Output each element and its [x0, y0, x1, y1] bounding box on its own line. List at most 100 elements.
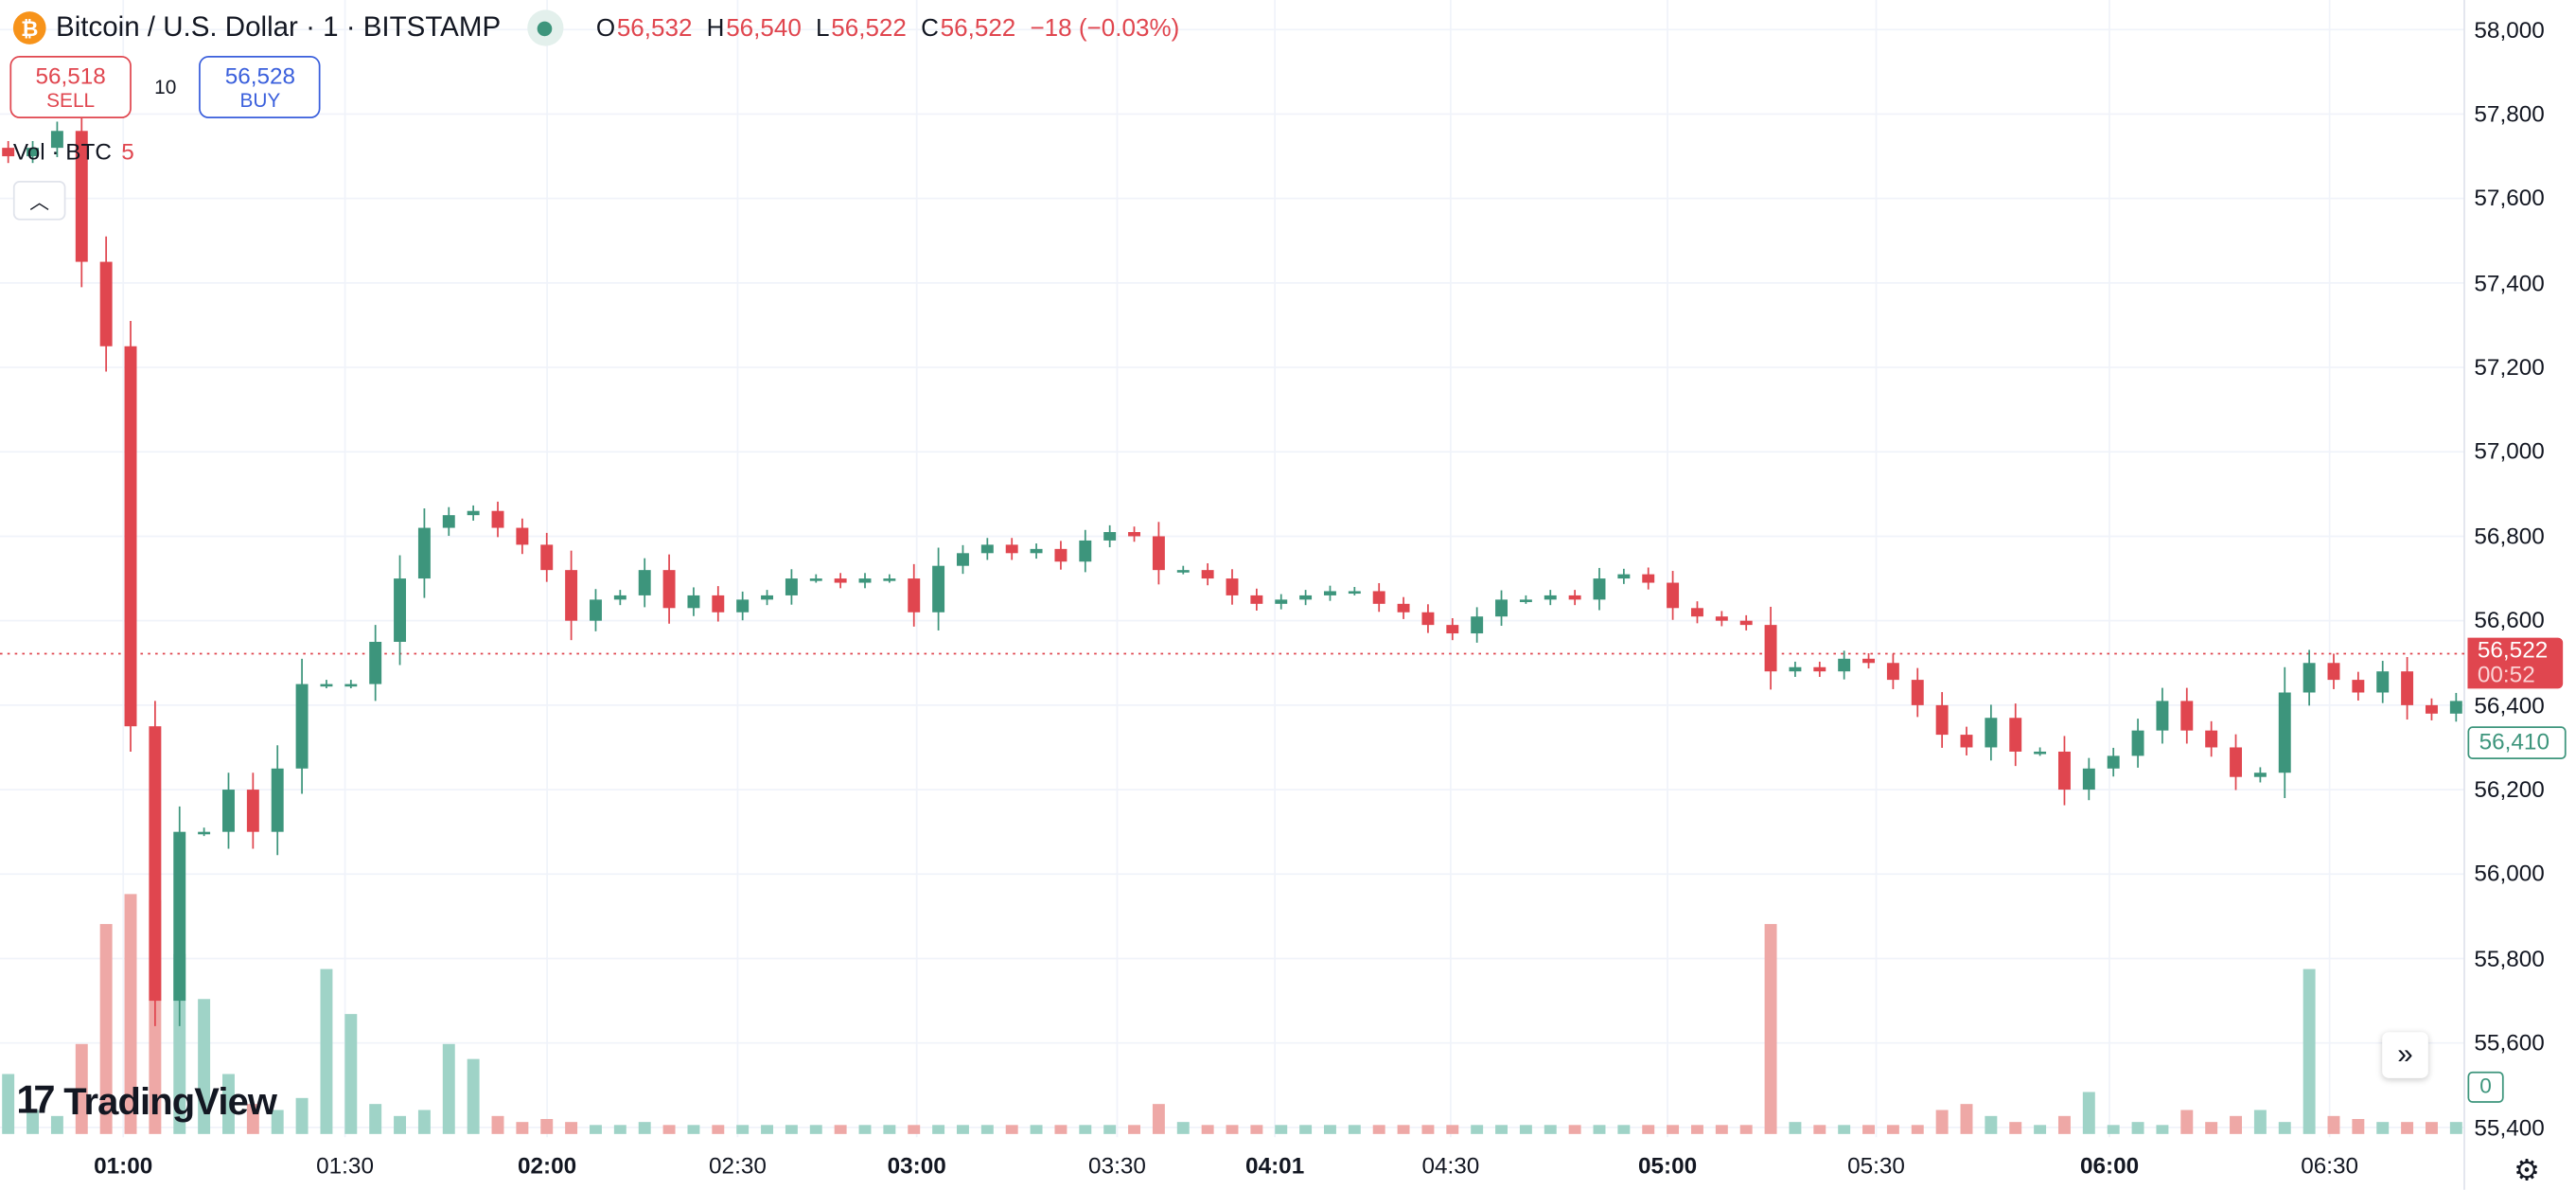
volume-bar: [2449, 1122, 2462, 1134]
volume-bar: [1079, 1125, 1092, 1134]
candle-body: [2352, 680, 2365, 693]
volume-legend[interactable]: Vol · BTC 5: [13, 138, 134, 165]
candle-body: [1838, 658, 1851, 672]
candle-body: [320, 684, 333, 687]
settings-gear-icon[interactable]: ⚙: [2514, 1153, 2541, 1187]
tradingview-logo[interactable]: 17 TradingView: [16, 1077, 277, 1125]
time-tick-label: 04:01: [1245, 1151, 1305, 1179]
volume-bar: [565, 1122, 578, 1134]
volume-bar: [1421, 1125, 1435, 1134]
candle-body: [1128, 532, 1141, 537]
close-value: 56,522: [940, 14, 1016, 44]
volume-bar: [687, 1125, 700, 1134]
candle-body: [1348, 591, 1361, 595]
volume-bar: [2230, 1115, 2242, 1134]
volume-bar: [1299, 1125, 1313, 1134]
candle-body: [26, 148, 40, 157]
candle-body: [491, 510, 504, 528]
time-tick-label: 05:30: [1847, 1151, 1905, 1179]
volume-bar: [1935, 1110, 1949, 1134]
candle-body: [1471, 616, 1484, 634]
candle-body: [467, 510, 480, 516]
volume-bar: [222, 1074, 235, 1134]
price-tick-label: 57,600: [2474, 184, 2545, 211]
volume-bar: [1030, 1125, 1043, 1134]
candle-body: [1862, 658, 1875, 664]
volume-bar: [1471, 1125, 1484, 1134]
candle-body: [1985, 718, 1998, 748]
candle-body: [222, 790, 235, 832]
candle-body: [1544, 595, 1557, 600]
candle-body: [2131, 730, 2144, 756]
candle-body: [124, 346, 137, 727]
market-open-dot[interactable]: [526, 9, 564, 46]
candle-body: [2327, 663, 2340, 681]
candle-body: [785, 578, 798, 595]
sell-label: SELL: [46, 88, 96, 113]
scroll-to-realtime-button[interactable]: »: [2382, 1032, 2428, 1078]
candle-body: [834, 578, 847, 583]
candle-body: [565, 570, 578, 621]
tradingview-mark-icon: 17: [16, 1077, 55, 1123]
buy-label: BUY: [239, 88, 281, 113]
time-tick-label: 03:30: [1088, 1151, 1146, 1179]
volume-bar: [1446, 1125, 1459, 1134]
candle-body: [1911, 680, 1924, 705]
buy-button[interactable]: 56,528 BUY: [199, 56, 322, 118]
volume-bar: [2401, 1122, 2414, 1134]
volume-bar: [1789, 1122, 1802, 1134]
time-tick-label: 06:30: [2301, 1151, 2359, 1179]
price-tick-label: 55,400: [2474, 1113, 2545, 1140]
current-price-label: 56,522 00:52: [2467, 635, 2564, 689]
candle-body: [2156, 701, 2169, 731]
candle-body: [1397, 603, 1410, 613]
candle-body: [1715, 616, 1728, 621]
volume-zero-label: 0: [2467, 1071, 2504, 1103]
candle-body: [2034, 751, 2047, 755]
symbol-title[interactable]: Bitcoin / U.S. Dollar · 1 · BITSTAMP: [56, 11, 502, 44]
volume-bar: [2352, 1118, 2365, 1134]
candle-body: [246, 790, 259, 832]
volume-bar: [2327, 1115, 2340, 1134]
trade-panel: 56,518 SELL 10 56,528 BUY: [9, 56, 322, 118]
candle-body: [1079, 540, 1092, 562]
candle-body: [957, 553, 969, 566]
open-label: O: [595, 14, 616, 44]
time-tick-label: 02:30: [709, 1151, 767, 1179]
candle-body: [394, 578, 407, 642]
volume-bar: [26, 1110, 40, 1134]
time-tick-label: 02:00: [518, 1151, 577, 1179]
price-tick-label: 56,400: [2474, 691, 2545, 718]
candle-body: [1005, 544, 1018, 554]
candle-body: [75, 131, 88, 262]
candle-body: [1103, 532, 1117, 541]
volume-bar: [2131, 1122, 2144, 1134]
candle-body: [2205, 730, 2218, 748]
volume-bar: [1739, 1125, 1753, 1134]
bar-countdown: 00:52: [2477, 660, 2535, 687]
volume-bar: [1226, 1125, 1239, 1134]
volume-bar: [1568, 1125, 1581, 1134]
candle-body: [1250, 595, 1263, 604]
collapse-legend-button[interactable]: ︿: [12, 180, 66, 221]
volume-bar: [271, 1110, 284, 1134]
volume-bar: [1054, 1125, 1067, 1134]
price-tick-label: 56,200: [2474, 775, 2545, 803]
current-price: 56,522: [2477, 635, 2549, 663]
price-tick-label: 56,800: [2474, 522, 2545, 549]
time-tick-label: 05:00: [1637, 1151, 1698, 1179]
candle-body: [198, 831, 211, 835]
volume-bar: [1813, 1125, 1826, 1134]
candle-body: [2425, 704, 2438, 714]
sell-button[interactable]: 56,518 SELL: [9, 56, 132, 118]
candle-body: [540, 544, 554, 571]
candle-body: [417, 527, 431, 579]
volume-bar: [198, 999, 211, 1134]
volume-bar: [1372, 1125, 1385, 1134]
candle-body: [1201, 570, 1214, 579]
candle-body: [1030, 548, 1043, 554]
time-tick-label: 03:00: [887, 1151, 946, 1179]
double-chevron-right-icon: »: [2397, 1039, 2413, 1071]
